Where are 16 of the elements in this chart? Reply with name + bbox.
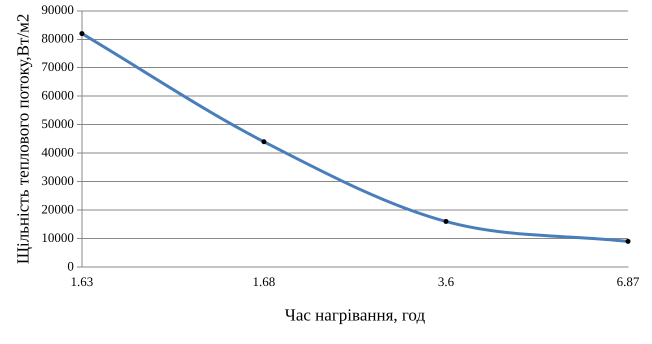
x-tick-label: 1.63 bbox=[70, 274, 94, 290]
y-tick-label: 30000 bbox=[41, 173, 74, 188]
x-tick-label: 1.68 bbox=[252, 274, 276, 290]
y-tick-label: 90000 bbox=[41, 2, 74, 18]
y-tick-label: 80000 bbox=[41, 30, 74, 46]
y-tick-label: 0 bbox=[67, 258, 74, 274]
y-tick-label: 40000 bbox=[41, 144, 74, 160]
y-tick-label: 70000 bbox=[41, 59, 74, 74]
y-tick-label: 20000 bbox=[41, 201, 74, 216]
x-axis-title: Час нагрівання, год bbox=[284, 305, 426, 324]
y-tick-label: 60000 bbox=[41, 88, 74, 103]
x-tick-label: 6.87 bbox=[616, 274, 640, 290]
y-tick-label: 50000 bbox=[41, 116, 74, 132]
x-tick-label: 3.6 bbox=[438, 274, 455, 290]
y-axis-title: Щільність теплового потоку,Вт/м2 bbox=[14, 14, 33, 264]
y-tick-label: 10000 bbox=[41, 230, 74, 245]
